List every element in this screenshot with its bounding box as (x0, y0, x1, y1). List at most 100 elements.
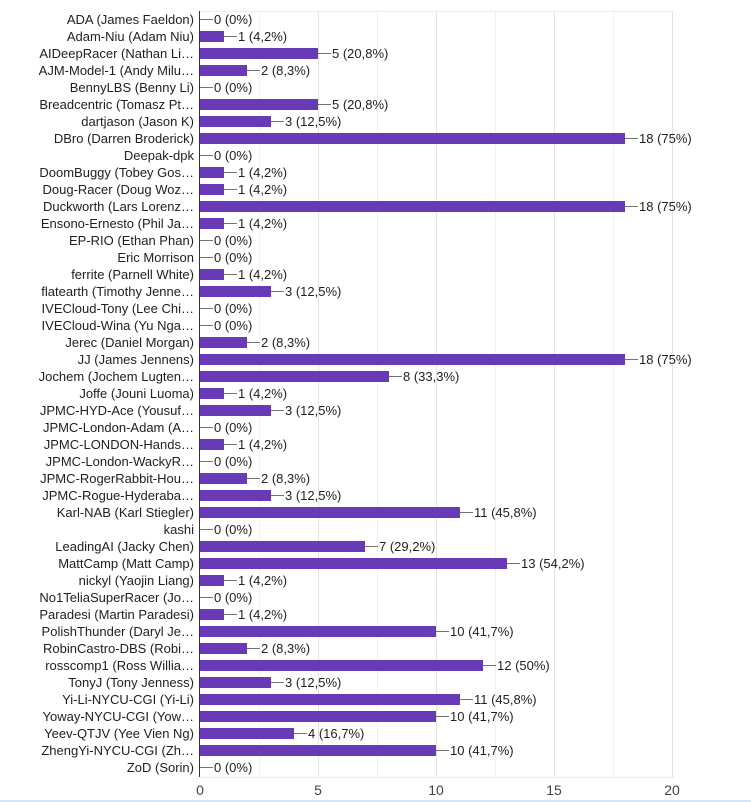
value-callout: 0 (0%) (200, 232, 252, 249)
bar (200, 660, 483, 671)
callout-line (436, 750, 449, 751)
value-label: 18 (75%) (639, 352, 692, 367)
value-callout: 10 (41,7%) (436, 623, 514, 640)
category-label: Yeev-QTJV (Yee Vien Ng) (44, 726, 194, 741)
category-label: AIDeepRacer (Nathan Li… (39, 46, 194, 61)
value-label: 18 (75%) (639, 131, 692, 146)
bar-track: 2 (8,3%) (200, 334, 751, 351)
chart-row: JPMC-London-Adam (A… 0 (0%) (0, 419, 751, 436)
value-label: 0 (0%) (214, 522, 253, 537)
callout-line (200, 597, 213, 598)
bar (200, 439, 224, 450)
chart-row: dartjason (Jason K) 3 (12,5%) (0, 113, 751, 130)
chart-row: No1TeliaSuperRacer (Jo… 0 (0%) (0, 589, 751, 606)
value-label: 7 (29,2%) (379, 539, 436, 554)
bar-track: 12 (50%) (200, 657, 751, 674)
bar (200, 286, 271, 297)
chart-row: flatearth (Timothy Jenne… 3 (12,5%) (0, 283, 751, 300)
bar-track: 18 (75%) (200, 198, 751, 215)
bar (200, 405, 271, 416)
bar (200, 575, 224, 586)
category-label: AJM-Model-1 (Andy Milu… (38, 63, 194, 78)
chart-row: rosscomp1 (Ross Willia… 12 (50%) (0, 657, 751, 674)
callout-line (507, 563, 520, 564)
bar (200, 473, 247, 484)
value-label: 10 (41,7%) (450, 624, 514, 639)
callout-line (483, 665, 496, 666)
bar-track: 0 (0%) (200, 232, 751, 249)
value-callout: 2 (8,3%) (247, 640, 310, 657)
category-label: nickyl (Yaojin Liang) (78, 573, 194, 588)
chart-row: BennyLBS (Benny Li) 0 (0%) (0, 79, 751, 96)
bar (200, 65, 247, 76)
value-callout: 13 (54,2%) (507, 555, 585, 572)
value-callout: 0 (0%) (200, 249, 252, 266)
callout-line (271, 495, 284, 496)
value-label: 0 (0%) (214, 12, 253, 27)
chart-row: AIDeepRacer (Nathan Li… 5 (20,8%) (0, 45, 751, 62)
value-callout: 18 (75%) (625, 198, 692, 215)
chart-row: ZoD (Sorin) 0 (0%) (0, 759, 751, 776)
bar-track: 1 (4,2%) (200, 181, 751, 198)
value-label: 3 (12,5%) (285, 675, 342, 690)
value-callout: 0 (0%) (200, 419, 252, 436)
category-label: EP-RIO (Ethan Phan) (69, 233, 194, 248)
chart-rows: ADA (James Faeldon) 0 (0%) Adam-Niu (Adam … (0, 11, 751, 776)
value-callout: 0 (0%) (200, 79, 252, 96)
value-callout: 3 (12,5%) (271, 487, 341, 504)
value-callout: 18 (75%) (625, 130, 692, 147)
value-callout: 11 (45,8%) (460, 504, 537, 521)
category-label: ADA (James Faeldon) (66, 12, 194, 27)
chart-row: Deepak-dpk 0 (0%) (0, 147, 751, 164)
category-label: kashi (163, 522, 194, 537)
bar (200, 558, 507, 569)
gridline-major (318, 12, 319, 777)
value-callout: 2 (8,3%) (247, 334, 310, 351)
value-label: 0 (0%) (214, 420, 253, 435)
value-callout: 1 (4,2%) (224, 266, 287, 283)
chart-row: Yi-Li-NYCU-CGI (Yi-Li) 11 (45,8%) (0, 691, 751, 708)
category-label: Karl-NAB (Karl Stiegler) (56, 505, 194, 520)
category-label: No1TeliaSuperRacer (Jo… (39, 590, 194, 605)
value-label: 1 (4,2%) (238, 165, 288, 180)
bar-track: 18 (75%) (200, 130, 751, 147)
bar-track: 13 (54,2%) (200, 555, 751, 572)
category-label: ZoD (Sorin) (126, 760, 194, 775)
callout-line (436, 716, 449, 717)
bar-track: 3 (12,5%) (200, 113, 751, 130)
category-label: BennyLBS (Benny Li) (69, 80, 194, 95)
callout-line (294, 733, 307, 734)
value-label: 0 (0%) (214, 80, 253, 95)
callout-line (224, 580, 237, 581)
callout-line (200, 427, 213, 428)
value-label: 2 (8,3%) (261, 641, 311, 656)
chart-row: AJM-Model-1 (Andy Milu… 2 (8,3%) (0, 62, 751, 79)
value-callout: 8 (33,3%) (389, 368, 459, 385)
chart-row: Adam-Niu (Adam Niu) 1 (4,2%) (0, 28, 751, 45)
bar-track: 0 (0%) (200, 11, 751, 28)
bar-track: 2 (8,3%) (200, 62, 751, 79)
bar (200, 48, 318, 59)
chart-row: JPMC-Rogue-Hyderaba… 3 (12,5%) (0, 487, 751, 504)
bar-track: 0 (0%) (200, 419, 751, 436)
value-callout: 2 (8,3%) (247, 470, 310, 487)
value-label: 5 (20,8%) (332, 97, 389, 112)
callout-line (224, 393, 237, 394)
callout-line (200, 155, 213, 156)
gridline-major (554, 12, 555, 777)
bar (200, 371, 389, 382)
callout-line (247, 478, 260, 479)
x-tick-label: 10 (428, 782, 444, 798)
bar-track: 10 (41,7%) (200, 708, 751, 725)
bar (200, 184, 224, 195)
bar-track: 8 (33,3%) (200, 368, 751, 385)
bar-track: 11 (45,8%) (200, 691, 751, 708)
value-label: 12 (50%) (497, 658, 550, 673)
chart-row: PolishThunder (Daryl Je… 10 (41,7%) (0, 623, 751, 640)
category-label: JPMC-London-Adam (A… (43, 420, 194, 435)
value-callout: 3 (12,5%) (271, 674, 341, 691)
category-label: Ensono-Ernesto (Phil Ja… (40, 216, 194, 231)
value-callout: 0 (0%) (200, 589, 252, 606)
category-label: JPMC-LONDON-Hands… (43, 437, 194, 452)
chart-row: Joffe (Jouni Luoma) 1 (4,2%) (0, 385, 751, 402)
